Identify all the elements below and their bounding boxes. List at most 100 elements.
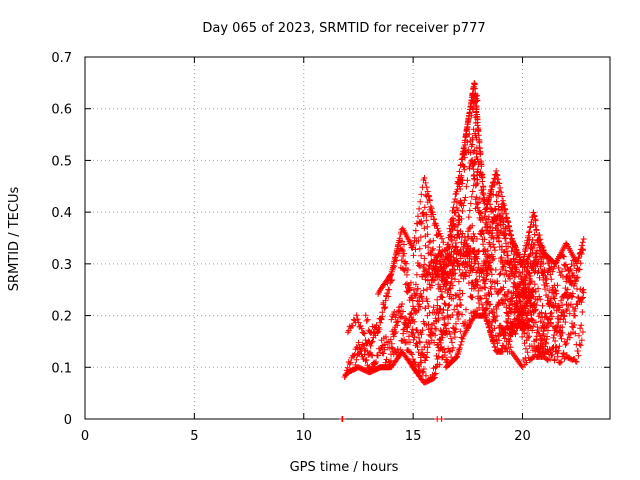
data-point bbox=[460, 163, 467, 170]
data-point bbox=[436, 347, 442, 354]
data-point bbox=[550, 334, 557, 341]
data-point bbox=[456, 287, 463, 294]
data-point bbox=[422, 179, 429, 186]
data-point bbox=[563, 340, 570, 347]
data-point bbox=[445, 302, 452, 309]
data-point bbox=[465, 280, 472, 287]
data-point bbox=[458, 156, 465, 163]
data-point bbox=[489, 334, 495, 341]
data-point bbox=[469, 136, 476, 143]
y-tick-label: 0 bbox=[64, 413, 72, 428]
data-point bbox=[361, 330, 368, 337]
data-point bbox=[484, 224, 491, 231]
data-point bbox=[472, 114, 479, 121]
data-point bbox=[453, 320, 459, 327]
data-point bbox=[417, 198, 424, 205]
data-point bbox=[405, 333, 412, 340]
data-point bbox=[441, 269, 448, 276]
data-point bbox=[442, 322, 449, 329]
data-point bbox=[518, 363, 525, 369]
data-point bbox=[500, 200, 507, 207]
data-point bbox=[489, 319, 496, 325]
data-point bbox=[485, 213, 492, 220]
data-point bbox=[441, 300, 448, 307]
data-point bbox=[488, 230, 495, 237]
data-point bbox=[494, 278, 501, 285]
data-point bbox=[524, 330, 530, 336]
data-point bbox=[529, 286, 536, 293]
data-point bbox=[485, 216, 492, 223]
data-point bbox=[401, 250, 408, 257]
data-point bbox=[432, 220, 439, 227]
data-point bbox=[480, 198, 487, 205]
data-point bbox=[502, 235, 509, 242]
data-point bbox=[495, 206, 502, 213]
data-point bbox=[519, 327, 526, 334]
data-point bbox=[537, 318, 544, 325]
data-point bbox=[433, 222, 440, 229]
data-point bbox=[382, 304, 389, 311]
data-point bbox=[409, 351, 415, 358]
data-point bbox=[555, 319, 562, 326]
data-point bbox=[501, 335, 508, 342]
data-point bbox=[509, 244, 516, 251]
data-point bbox=[529, 327, 536, 334]
data-point bbox=[580, 247, 586, 254]
data-point bbox=[416, 205, 423, 212]
data-point bbox=[461, 154, 468, 161]
data-point bbox=[525, 260, 532, 267]
data-point bbox=[473, 194, 480, 201]
data-point bbox=[528, 343, 535, 350]
data-point bbox=[363, 317, 370, 324]
data-point bbox=[516, 269, 523, 276]
data-point bbox=[501, 300, 508, 307]
data-point bbox=[403, 339, 410, 346]
data-point bbox=[412, 227, 419, 234]
data-point bbox=[561, 355, 568, 362]
data-point bbox=[482, 313, 489, 320]
data-point bbox=[416, 373, 423, 380]
data-point bbox=[495, 301, 502, 308]
data-point bbox=[368, 339, 375, 346]
data-point bbox=[424, 223, 431, 230]
data-point bbox=[478, 158, 484, 165]
data-point bbox=[571, 280, 578, 287]
data-point bbox=[437, 285, 444, 292]
data-point bbox=[519, 269, 526, 275]
data-point bbox=[425, 193, 432, 200]
data-point bbox=[474, 200, 481, 207]
data-point bbox=[486, 264, 493, 271]
data-point bbox=[573, 358, 580, 365]
data-point bbox=[513, 268, 519, 275]
data-point bbox=[463, 130, 470, 137]
data-point bbox=[377, 349, 383, 356]
data-point bbox=[407, 284, 413, 291]
data-point bbox=[478, 228, 485, 235]
data-point bbox=[450, 218, 457, 224]
data-point bbox=[392, 254, 399, 261]
data-point bbox=[464, 123, 471, 130]
data-point bbox=[527, 273, 534, 279]
data-point bbox=[439, 277, 446, 284]
data-point bbox=[534, 329, 540, 336]
data-point bbox=[438, 277, 445, 283]
data-point bbox=[418, 294, 425, 300]
data-point bbox=[479, 228, 486, 234]
data-point bbox=[425, 339, 432, 346]
data-point bbox=[392, 329, 399, 335]
data-point bbox=[455, 213, 462, 219]
data-point bbox=[448, 275, 455, 282]
data-point bbox=[399, 246, 406, 253]
data-point bbox=[459, 335, 466, 342]
data-point bbox=[447, 291, 454, 298]
data-point bbox=[508, 308, 515, 315]
data-point bbox=[447, 285, 454, 292]
data-point bbox=[475, 264, 482, 271]
data-point bbox=[492, 332, 499, 339]
data-point bbox=[470, 247, 477, 254]
data-point bbox=[436, 361, 443, 368]
data-point bbox=[557, 359, 563, 366]
data-point bbox=[463, 248, 470, 255]
data-point bbox=[448, 335, 454, 342]
data-point bbox=[430, 375, 437, 382]
